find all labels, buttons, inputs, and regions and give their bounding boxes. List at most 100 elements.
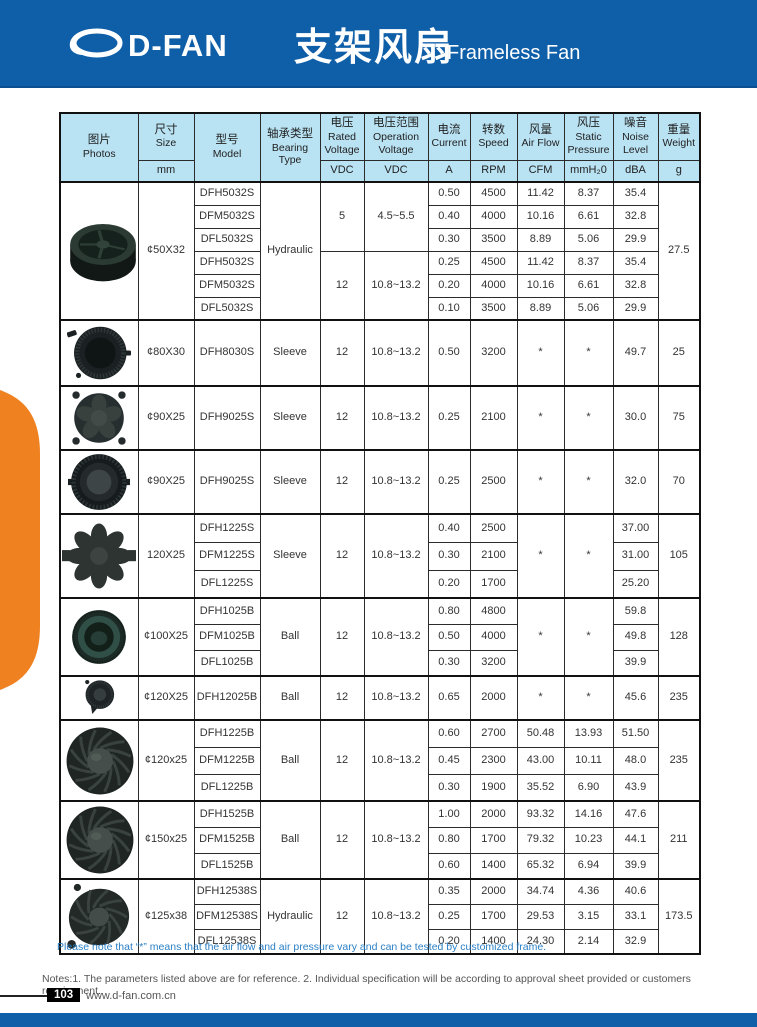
noise-cell: 45.6	[612, 675, 659, 721]
current-cell: 0.25	[427, 449, 471, 515]
current-cell: 0.30	[427, 773, 471, 802]
airflow-cell: 8.89	[516, 296, 565, 321]
fan-photo-axial	[59, 385, 139, 451]
speed-cell: 4000	[469, 623, 518, 651]
fan-photo-impeller-angled	[59, 878, 139, 955]
model-cell: DFH5032S	[193, 250, 261, 275]
airflow-cell: *	[516, 513, 565, 599]
speed-cell: 2100	[469, 541, 518, 571]
airflow-cell: 11.42	[516, 181, 565, 206]
speed-cell: 3500	[469, 296, 518, 321]
noise-cell: 43.9	[612, 773, 659, 802]
operation-voltage-cell: 10.8~13.2	[363, 449, 429, 515]
speed-cell: 4500	[469, 181, 518, 206]
noise-cell: 40.6	[612, 878, 659, 905]
page-title-zh: 支架风扇	[294, 27, 455, 69]
brand-logo: D-FAN	[66, 24, 228, 67]
speed-cell: 2100	[469, 385, 518, 451]
rated-voltage-cell: 12	[319, 513, 365, 599]
speed-cell: 1700	[469, 569, 518, 599]
current-cell: 0.50	[427, 623, 471, 651]
fan-photo-centrifugal	[59, 181, 139, 321]
pressure-cell: 6.94	[563, 852, 614, 880]
side-tab-frameless-fan: Frameless Fan	[0, 390, 69, 690]
size-cell: ¢90X25	[137, 385, 195, 451]
noise-cell: 35.4	[612, 250, 659, 275]
size-cell: ¢120x25	[137, 719, 195, 802]
operation-voltage-cell: 10.8~13.2	[363, 800, 429, 880]
model-cell: DFL5032S	[193, 227, 261, 252]
pressure-cell: *	[563, 675, 614, 721]
col-unit-rated-voltage: VDC	[319, 159, 365, 183]
speed-cell: 2000	[469, 878, 518, 905]
size-cell: ¢50X32	[137, 181, 195, 321]
speed-cell: 2300	[469, 746, 518, 775]
page-number-badge: 103	[47, 988, 81, 1002]
pressure-cell: *	[563, 449, 614, 515]
model-cell: DFH5032S	[193, 181, 261, 206]
current-cell: 0.50	[427, 181, 471, 206]
col-unit-static-pressure: mmH₂0	[563, 159, 614, 183]
speed-cell: 4000	[469, 273, 518, 298]
d-fan-swoosh-icon	[66, 24, 124, 67]
col-header-noise-level: 噪音 Noise Level	[612, 112, 659, 161]
operation-voltage-cell: 10.8~13.2	[363, 675, 429, 721]
weight-cell: 235	[657, 719, 701, 802]
star-note: Please note that “*” means that the air …	[57, 941, 547, 953]
rated-voltage-cell: 12	[319, 385, 365, 451]
footer-rule	[0, 995, 47, 997]
model-cell: DFH1225S	[193, 513, 261, 543]
model-cell: DFM5032S	[193, 204, 261, 229]
current-cell: 0.25	[427, 903, 471, 930]
speed-cell: 2500	[469, 449, 518, 515]
noise-cell: 39.9	[612, 649, 659, 677]
airflow-cell: 8.89	[516, 227, 565, 252]
pressure-cell: 10.23	[563, 826, 614, 854]
model-cell: DFH1225B	[193, 719, 261, 748]
current-cell: 0.30	[427, 649, 471, 677]
model-cell: DFH8030S	[193, 319, 261, 387]
model-cell: DFM1225B	[193, 746, 261, 775]
current-cell: 0.80	[427, 826, 471, 854]
speed-cell: 3200	[469, 649, 518, 677]
spec-table-wrap: 图片 Photos 尺寸 Size 型号 Model 轴承类型 Bearing Type 电压 R…	[59, 112, 701, 955]
col-header-weight: 重量 Weight	[657, 112, 701, 161]
size-cell: ¢125x38	[137, 878, 195, 955]
operation-voltage-cell: 10.8~13.2	[363, 597, 429, 677]
model-cell: DFH9025S	[193, 385, 261, 451]
model-cell: DFL12538S	[193, 928, 261, 955]
current-cell: 0.45	[427, 746, 471, 775]
weight-cell: 105	[657, 513, 701, 599]
current-cell: 0.25	[427, 250, 471, 275]
weight-cell: 235	[657, 675, 701, 721]
current-cell: 0.60	[427, 719, 471, 748]
airflow-cell: *	[516, 675, 565, 721]
bearing-cell: Sleeve	[259, 513, 321, 599]
speed-cell: 1400	[469, 928, 518, 955]
pressure-cell: 2.14	[563, 928, 614, 955]
weight-cell: 173.5	[657, 878, 701, 955]
model-cell: DFM12538S	[193, 903, 261, 930]
model-cell: DFL1525B	[193, 852, 261, 880]
airflow-cell: 10.16	[516, 273, 565, 298]
col-header-photos: 图片 Photos	[59, 112, 139, 183]
noise-cell: 32.8	[612, 273, 659, 298]
pressure-cell: 4.36	[563, 878, 614, 905]
rated-voltage-cell: 5	[319, 181, 365, 252]
noise-cell: 29.9	[612, 296, 659, 321]
pressure-cell: 13.93	[563, 719, 614, 748]
airflow-cell: *	[516, 385, 565, 451]
model-cell: DFH1025B	[193, 597, 261, 625]
spec-table-header: 图片 Photos 尺寸 Size 型号 Model 轴承类型 Bearing Type 电压 R…	[59, 112, 701, 183]
airflow-cell: 65.32	[516, 852, 565, 880]
col-unit-operation-voltage: VDC	[363, 159, 429, 183]
pressure-cell: *	[563, 385, 614, 451]
fan-photo-dome	[59, 597, 139, 677]
size-cell: ¢100X25	[137, 597, 195, 677]
fan-photo-round-bracket	[59, 675, 139, 721]
noise-cell: 44.1	[612, 826, 659, 854]
speed-cell: 1900	[469, 773, 518, 802]
model-cell: DFL5032S	[193, 296, 261, 321]
noise-cell: 39.9	[612, 852, 659, 880]
col-unit-speed: RPM	[469, 159, 518, 183]
